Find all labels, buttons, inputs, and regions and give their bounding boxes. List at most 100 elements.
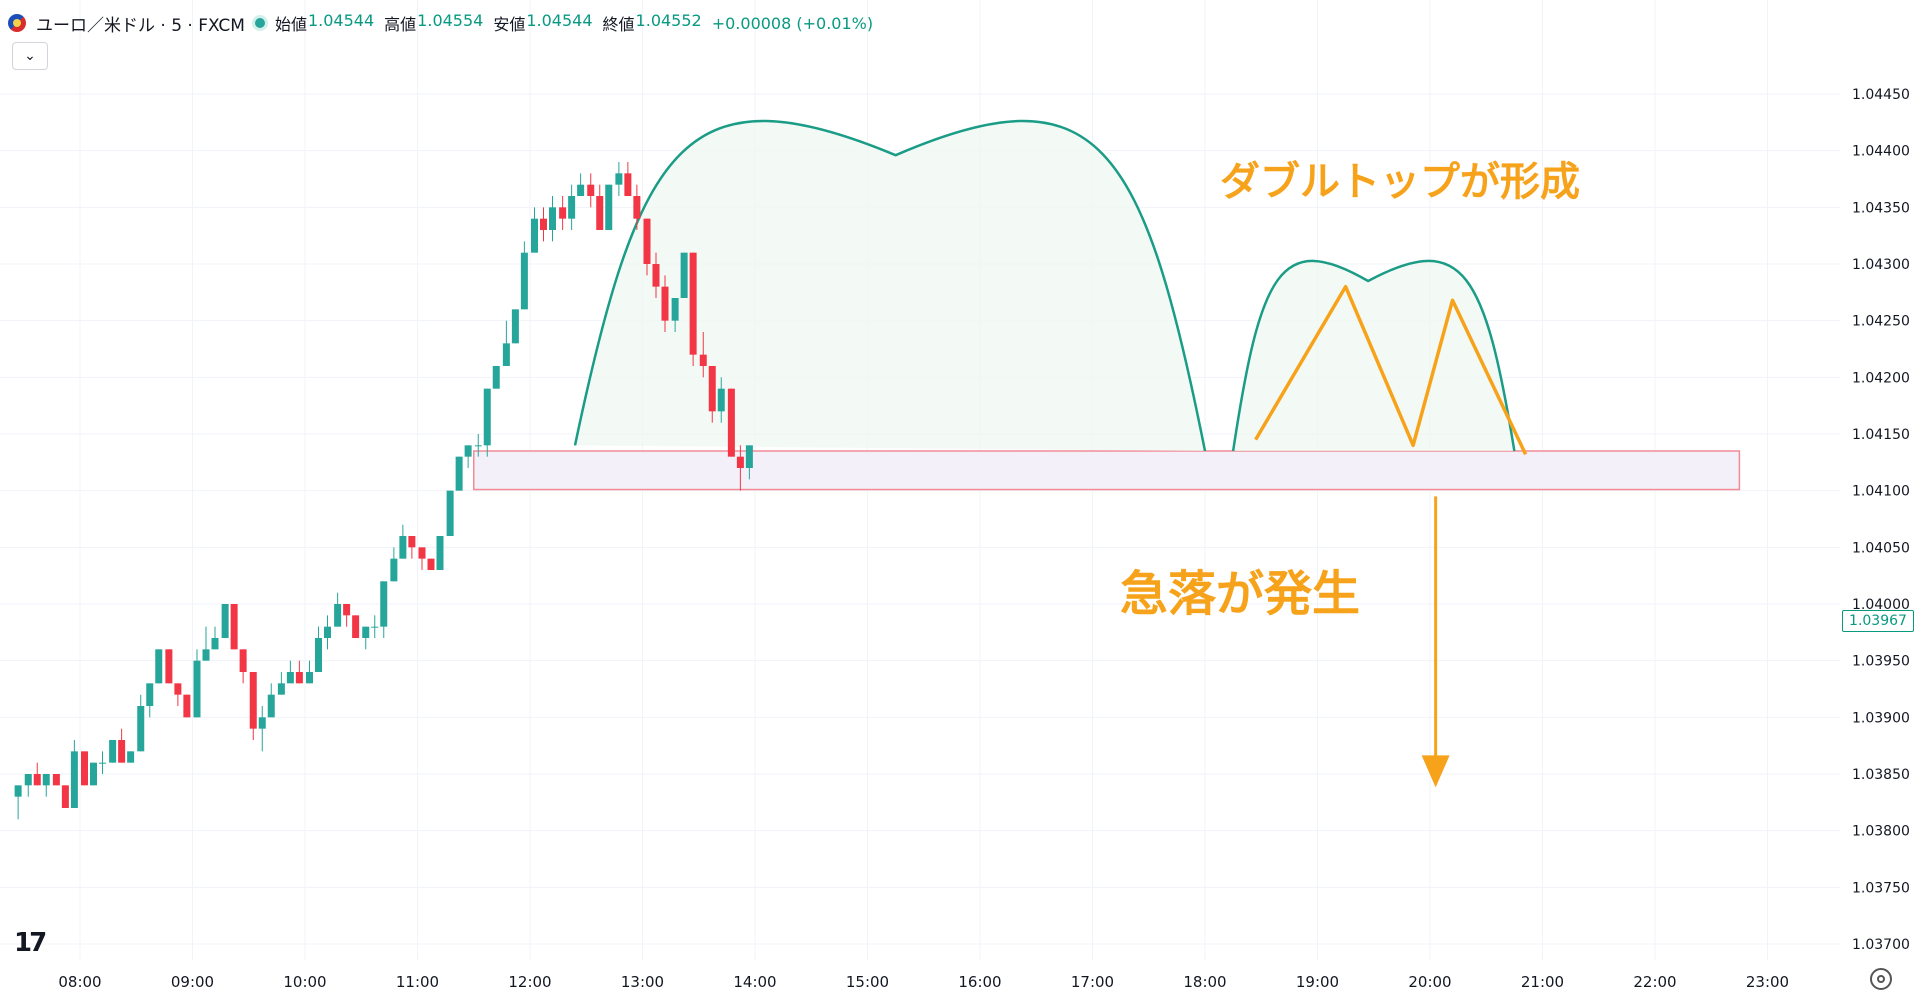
candle-body: [24, 774, 32, 786]
candle-body: [118, 740, 126, 763]
low-label: 安値: [493, 15, 526, 34]
y-tick-label: 1.04000: [1852, 597, 1910, 613]
candle-body: [81, 751, 88, 786]
candle-body: [436, 536, 444, 570]
x-tick-label: 21:00: [1521, 973, 1564, 991]
open-value: 1.04544: [307, 11, 375, 30]
high-value: 1.04554: [417, 11, 484, 30]
chevron-down-icon: ⌄: [24, 48, 36, 64]
annotation-double-top: ダブルトップが形成: [1220, 159, 1580, 205]
symbol-legend: ユーロ／米ドル · 5 · FXCM 始値 1.04544 高値 1.04554 安…: [8, 10, 873, 36]
candle-body: [61, 785, 69, 808]
candle-body: [699, 354, 707, 366]
x-tick-label: 16:00: [958, 973, 1001, 991]
last-price-tag: 1.03967: [1842, 610, 1914, 632]
candle-body: [596, 196, 604, 230]
x-tick-label: 19:00: [1296, 973, 1339, 991]
settings-icon[interactable]: [1870, 968, 1892, 990]
candle-body: [605, 184, 613, 230]
candle-body: [380, 581, 388, 627]
candle-body: [661, 286, 669, 321]
x-tick-label: 09:00: [171, 973, 214, 991]
tradingview-logo-icon[interactable]: 17: [14, 928, 47, 958]
candle-body: [334, 604, 342, 627]
candle-body: [137, 706, 145, 752]
x-tick-label: 18:00: [1183, 973, 1226, 991]
candle-body: [42, 774, 50, 786]
candle-body: [183, 694, 191, 718]
support-zone: [473, 450, 1741, 491]
x-tick-label: 08:00: [58, 973, 101, 991]
candle-body: [587, 184, 595, 196]
candle-body: [540, 218, 547, 230]
change-value: +0.00008 (+0.01%): [711, 13, 874, 33]
high-label: 高値: [384, 15, 417, 34]
low-value: 1.04544: [526, 11, 593, 30]
candle-body: [680, 252, 688, 298]
candle-body: [52, 774, 60, 786]
candle-body: [708, 366, 716, 412]
candle-body: [324, 626, 331, 638]
close-label: 終値: [602, 15, 635, 34]
candle-body: [633, 196, 641, 219]
arc-curve-1: [1231, 259, 1516, 452]
x-tick-label: 15:00: [846, 973, 889, 991]
candle-body: [70, 751, 78, 808]
market-status-icon: [254, 18, 265, 28]
x-tick-label: 10:00: [283, 973, 326, 991]
candle-body: [727, 388, 735, 457]
candle-body: [418, 547, 426, 559]
candle-body: [371, 626, 379, 628]
candle-body: [474, 445, 482, 447]
candle-body: [549, 207, 556, 230]
x-tick-label: 14:00: [733, 973, 776, 991]
candle-body: [511, 309, 519, 344]
candle-body: [90, 762, 97, 786]
y-tick-label: 1.04250: [1852, 314, 1910, 330]
candle-body: [427, 558, 435, 570]
x-tick-label: 22:00: [1633, 973, 1676, 991]
candle-body: [362, 626, 370, 638]
y-tick-label: 1.03700: [1852, 937, 1910, 953]
candle-body: [211, 638, 219, 650]
arc-fill-0: [575, 120, 1205, 451]
candle-body: [249, 672, 257, 729]
symbol-name[interactable]: ユーロ／米ドル · 5 · FXCM: [36, 15, 245, 36]
annotation-sharp-drop: 急落が発生: [1120, 566, 1360, 622]
double-top-line: [1254, 284, 1528, 456]
x-tick-label: 20:00: [1408, 973, 1451, 991]
candle-body: [492, 366, 500, 389]
flag-icon: [8, 14, 26, 32]
candle-body: [483, 388, 491, 446]
candle-body: [193, 660, 201, 718]
candle-body: [230, 604, 238, 650]
candle-body: [671, 298, 679, 321]
candle-body: [286, 672, 294, 684]
x-tick-label: 13:00: [621, 973, 664, 991]
candle-body: [306, 672, 313, 684]
arc-curve-0: [573, 119, 1207, 452]
candle-body: [343, 604, 351, 616]
y-tick-label: 1.03800: [1852, 824, 1910, 840]
candle-body: [446, 490, 454, 536]
collapse-legend-button[interactable]: ⌄: [12, 42, 48, 70]
y-tick-label: 1.04100: [1852, 484, 1910, 500]
candle-body: [239, 649, 247, 672]
y-tick-label: 1.03750: [1852, 880, 1910, 896]
candle-body: [295, 672, 303, 684]
y-tick-label: 1.04350: [1852, 200, 1910, 216]
y-tick-label: 1.03850: [1852, 767, 1910, 783]
candle-body: [689, 252, 697, 355]
candle-body: [14, 785, 22, 797]
candle-body: [568, 196, 576, 219]
candle-body: [352, 615, 360, 638]
candle-body: [33, 774, 41, 786]
candle-body: [502, 343, 510, 366]
candle-body: [736, 456, 744, 468]
candle-body: [455, 456, 463, 491]
y-tick-label: 1.04300: [1852, 257, 1910, 273]
candle-body: [155, 649, 163, 684]
candle-body: [408, 536, 416, 548]
candle-body: [520, 252, 528, 310]
